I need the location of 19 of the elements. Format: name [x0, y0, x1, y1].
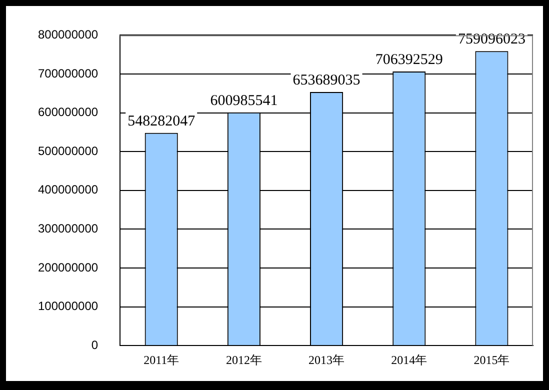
x-tick-label: 2013年 — [308, 352, 345, 367]
y-tick-label: 500000000 — [38, 144, 98, 158]
y-tick-label: 0 — [91, 338, 98, 352]
y-tick-label: 100000000 — [38, 299, 98, 314]
y-tick-label: 200000000 — [38, 260, 98, 274]
y-tick-label: 700000000 — [38, 66, 98, 80]
data-label: 706392529 — [375, 52, 443, 68]
x-tick-label: 2011年 — [144, 352, 180, 367]
data-label: 548282047 — [128, 113, 196, 130]
data-label: 759096023 — [458, 32, 526, 48]
data-label: 653689035 — [292, 72, 360, 88]
x-tick-label: 2012年 — [226, 352, 262, 367]
y-tick-label: 800000000 — [38, 28, 98, 42]
y-tick-label: 400000000 — [38, 182, 98, 197]
data-label: 600985541 — [210, 92, 278, 109]
y-tick-label: 300000000 — [38, 222, 98, 236]
x-tick-label: 2015年 — [474, 352, 510, 367]
x-tick-label: 2014年 — [391, 352, 428, 367]
y-tick-label: 600000000 — [38, 105, 98, 120]
